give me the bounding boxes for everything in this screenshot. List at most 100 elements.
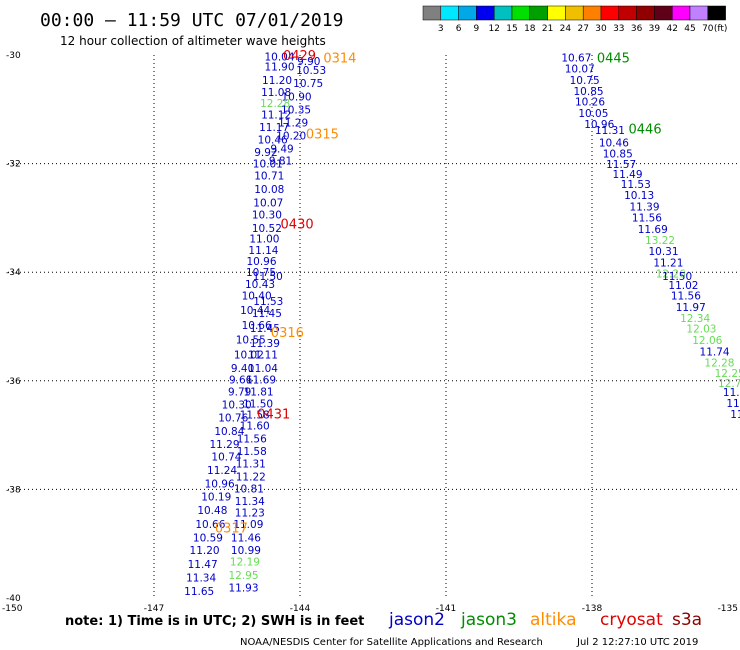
colorbar-swatch <box>654 5 673 21</box>
wave-height-reading: 11.04 <box>248 363 278 375</box>
wave-height-reading: 10.05 <box>578 108 608 120</box>
wave-height-reading: 11.34 <box>186 572 216 584</box>
colorbar-tick-label: 18 <box>524 24 536 34</box>
colorbar-swatch <box>422 5 442 21</box>
wave-height-reading: 10.07 <box>253 198 283 210</box>
wave-height-reading: 11.74 <box>700 346 730 358</box>
wave-height-reading: 11.29 <box>278 117 308 129</box>
colorbar-unit: (ft) <box>714 24 728 34</box>
wave-height-reading: 9.40 <box>231 363 254 375</box>
legend-entry-jason3: jason3 <box>460 610 517 630</box>
wave-height-reading: 11.81 <box>730 409 740 421</box>
wave-height-colorbar: 3 6 9 12 15 18 21 24 27 30 33 36 39 42 45 70 (ft) <box>422 5 728 34</box>
wave-height-reading: 11.14 <box>248 245 278 257</box>
wave-height-reading: 11.97 <box>676 302 706 314</box>
wave-height-reading: 11.60 <box>240 420 270 432</box>
satellite-legend: jason2 jason3 altika cryosat s3a <box>388 610 702 630</box>
colorbar-tick-label: 30 <box>595 24 607 34</box>
wave-height-reading: 10.02 <box>234 350 264 362</box>
wave-height-reading: 11.21 <box>653 257 683 269</box>
wave-height-reading: 10.19 <box>201 491 231 503</box>
pass-time-label: 0431 <box>257 407 290 422</box>
wave-height-reading: 10.75 <box>570 75 600 87</box>
wave-height-reading: 10.67 <box>561 53 591 65</box>
colorbar-tick-label: 42 <box>666 24 677 34</box>
colorbar-swatch <box>529 5 548 21</box>
colorbar-tick-label: 33 <box>613 24 624 34</box>
wave-height-reading: 10.99 <box>231 545 261 557</box>
wave-height-reading: 10.46 <box>258 135 288 147</box>
latitude-label: -40 <box>6 594 21 604</box>
legend-entry-altika: altika <box>530 610 577 630</box>
wave-height-reading: 10.53 <box>296 65 326 77</box>
wave-height-reading: 10.96 <box>205 478 235 490</box>
wave-height-reading: 10.74 <box>211 451 241 463</box>
longitude-label: -135 <box>718 604 738 614</box>
wave-height-reading: 11.58 <box>240 409 270 421</box>
wave-height-reading: 11.50 <box>253 271 283 283</box>
wave-height-reading: 11.99 <box>723 387 740 399</box>
wave-height-reading: 9.90 <box>297 56 320 68</box>
wave-height-reading: 11.39 <box>250 338 280 350</box>
wave-height-reading: 12.28 <box>260 98 290 110</box>
longitude-label: -141 <box>436 604 456 614</box>
latitude-labels: -30 -32 -34 -36 -38 -40 <box>6 51 21 604</box>
wave-height-reading: 11.22 <box>236 471 266 483</box>
legend-entry-s3a: s3a <box>672 610 702 630</box>
wave-height-reading: 11.57 <box>606 159 636 171</box>
wave-height-reading: 11.69 <box>246 375 276 387</box>
wave-height-reading: 11.23 <box>235 508 265 520</box>
wave-height-reading: 11.58 <box>237 446 267 458</box>
wave-height-reading: 11.53 <box>253 296 283 308</box>
wave-height-reading: 9.66 <box>229 375 253 387</box>
wave-height-reading: 13.22 <box>645 235 675 247</box>
pass-time-label: 0429 <box>283 49 316 64</box>
colorbar-swatch <box>582 5 602 21</box>
wave-height-reading: 10.30 <box>252 210 282 222</box>
wave-height-reading: 12.71 <box>718 378 740 390</box>
latitude-label: -30 <box>6 51 21 61</box>
pass-time-label: 0445 <box>597 52 630 67</box>
latitude-label: -36 <box>6 377 21 387</box>
colorbar-swatch <box>547 5 566 21</box>
legend-entry-cryosat: cryosat <box>600 610 663 630</box>
wave-height-reading: 11.11 <box>248 350 278 362</box>
map-subtitle: 12 hour collection of altimeter wave hei… <box>60 34 326 48</box>
latitude-label: -34 <box>6 268 21 278</box>
wave-height-reading: 11.31 <box>236 458 266 470</box>
wave-height-reading: 11.53 <box>621 179 651 191</box>
wave-height-reading: 10.55 <box>236 335 266 347</box>
latitude-label: -32 <box>6 160 21 170</box>
colorbar-tick-label: 36 <box>631 24 643 34</box>
colorbar-swatch <box>636 5 655 21</box>
wave-height-reading: 9.92 <box>254 147 277 159</box>
wave-height-reading: 11.45 <box>250 323 280 335</box>
wave-height-reading: 10.85 <box>574 86 604 98</box>
wave-height-reading: 10.96 <box>584 119 614 131</box>
wave-height-reading: 11.56 <box>671 291 701 303</box>
wave-height-reading: 11.46 <box>231 533 261 545</box>
longitude-label: -144 <box>290 604 311 614</box>
wave-height-reading: 11.09 <box>233 519 263 531</box>
wave-height-reading: 10.66 <box>242 320 272 332</box>
wave-height-reading: 10.52 <box>252 223 282 235</box>
colorbar-swatch <box>493 5 513 21</box>
wave-height-reading: 10.66 <box>195 519 225 531</box>
wave-height-reading: 10.07 <box>565 64 595 76</box>
wave-height-reading: 12.28 <box>704 357 734 369</box>
wave-height-reading: 11.17 <box>259 122 289 134</box>
colorbar-swatch <box>707 5 726 21</box>
colorbar-swatch <box>458 5 477 21</box>
colorbar-tick-label: 15 <box>506 24 517 34</box>
wave-height-reading: 12.26 <box>656 268 686 280</box>
wave-height-reading: 10.71 <box>254 171 284 183</box>
wave-height-reading: 11.34 <box>235 496 265 508</box>
wave-height-reading: 12.95 <box>228 570 258 582</box>
wave-height-reading: 11.90 <box>264 61 294 73</box>
wave-height-reading: 11.47 <box>188 559 218 571</box>
colorbar-tick-label: 6 <box>456 24 462 34</box>
wave-height-reading: 9.79 <box>228 387 251 399</box>
wave-height-reading: 10.13 <box>624 190 654 202</box>
wave-height-reading: 12.34 <box>680 313 710 325</box>
